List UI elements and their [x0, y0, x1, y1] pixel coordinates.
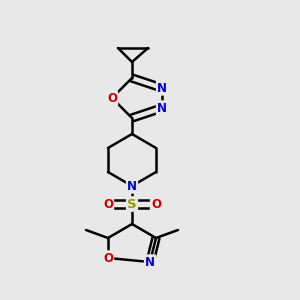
Text: N: N	[157, 82, 167, 94]
Text: O: O	[107, 92, 117, 104]
Text: N: N	[145, 256, 155, 268]
Text: N: N	[127, 179, 137, 193]
Text: O: O	[103, 197, 113, 211]
Text: O: O	[103, 251, 113, 265]
Text: O: O	[151, 197, 161, 211]
Text: S: S	[127, 197, 137, 211]
Text: N: N	[157, 101, 167, 115]
